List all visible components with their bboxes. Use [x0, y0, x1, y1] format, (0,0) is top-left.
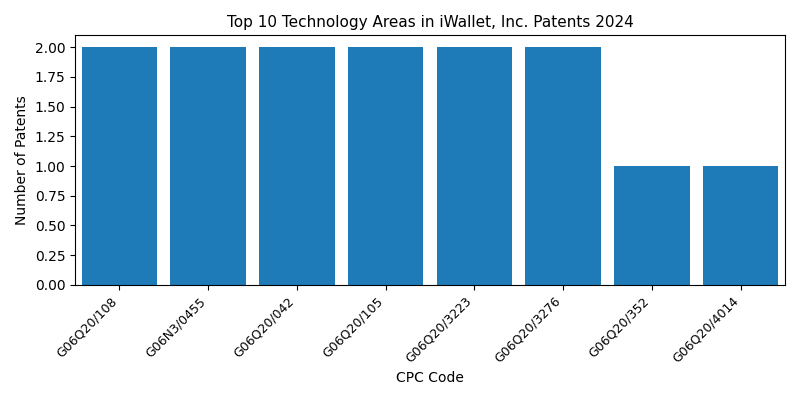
Y-axis label: Number of Patents: Number of Patents — [15, 95, 29, 225]
Bar — [703, 166, 778, 285]
Bar — [614, 166, 690, 285]
Bar — [82, 47, 157, 285]
Bar — [437, 47, 512, 285]
Bar — [526, 47, 601, 285]
Bar — [259, 47, 334, 285]
X-axis label: CPC Code: CPC Code — [396, 371, 464, 385]
Bar — [348, 47, 423, 285]
Bar — [170, 47, 246, 285]
Title: Top 10 Technology Areas in iWallet, Inc. Patents 2024: Top 10 Technology Areas in iWallet, Inc.… — [226, 15, 634, 30]
